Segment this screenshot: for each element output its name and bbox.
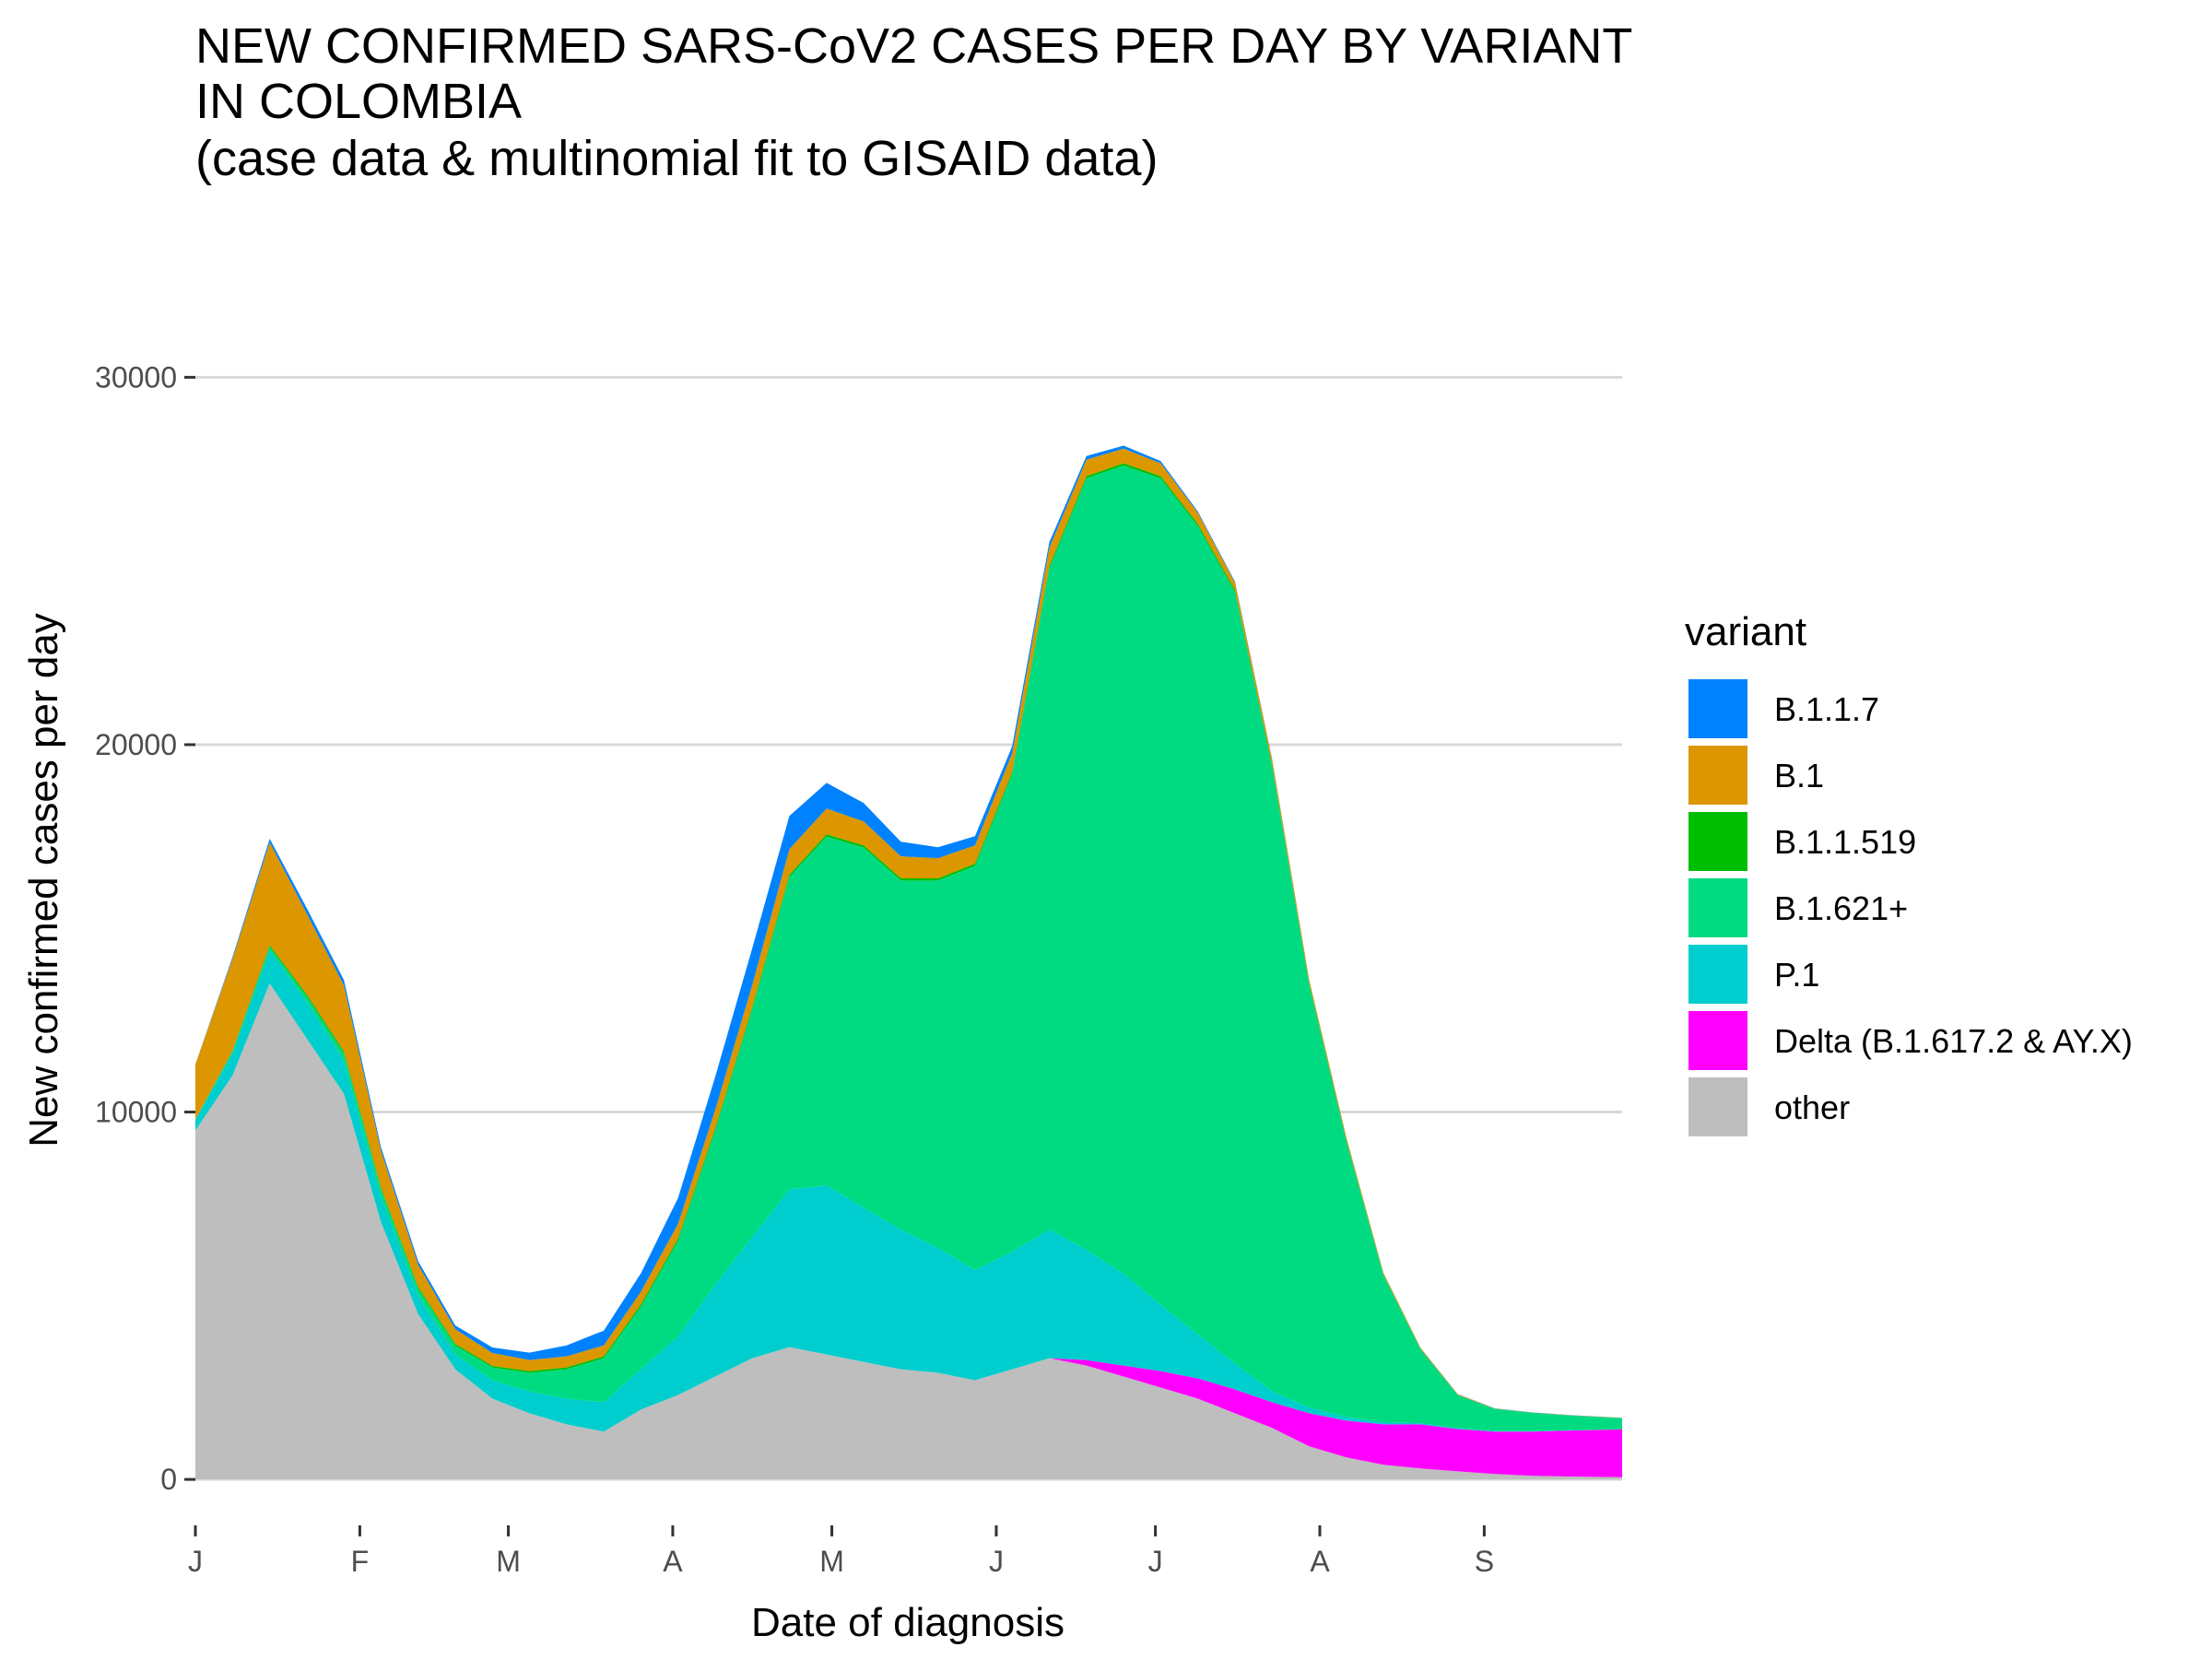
y-tick-label: 20000 — [95, 728, 177, 761]
area-series-b-1-621 — [195, 465, 1622, 1431]
x-tick-label: M — [819, 1545, 844, 1578]
stacked-areas — [195, 445, 1622, 1480]
legend-label-delta-b-1-617-2-ay-x: Delta (B.1.617.2 & AY.X) — [1774, 1022, 2133, 1060]
x-axis-title: Date of diagnosis — [751, 1600, 1065, 1645]
y-axis: 0 10000 20000 30000 — [95, 360, 195, 1496]
legend-key-b-1 — [1688, 746, 1747, 805]
gridlines — [195, 375, 1622, 1481]
x-tick-label: A — [663, 1545, 683, 1578]
legend-key-other — [1688, 1077, 1747, 1136]
y-tick-label: 0 — [160, 1463, 177, 1496]
legend-key-delta-b-1-617-2-ay-x — [1688, 1011, 1747, 1070]
legend: B.1.1.7 B.1 B.1.1.519 B.1.621+ P.1 Delta (B.1… — [1688, 679, 2133, 1136]
area-series-p-1 — [195, 950, 1622, 1432]
x-tick-label: M — [496, 1545, 521, 1578]
legend-title: variant — [1685, 609, 1806, 654]
legend-label-b-1-1-519: B.1.1.519 — [1774, 823, 1916, 861]
chart-title-line-2: IN COLOMBIA — [195, 74, 523, 129]
x-tick-label: A — [1310, 1545, 1330, 1578]
chart-title-line-1: NEW CONFIRMED SARS-CoV2 CASES PER DAY BY… — [195, 18, 1633, 74]
chart-title-line-3: (case data & multinomial fit to GISAID d… — [195, 131, 1159, 186]
y-tick-label: 30000 — [95, 360, 177, 394]
legend-key-p-1 — [1688, 945, 1747, 1004]
x-tick-label: J — [989, 1545, 1004, 1578]
y-axis-title: New confirmed cases per day — [21, 613, 66, 1147]
x-tick-label: J — [1148, 1545, 1163, 1578]
legend-label-p-1: P.1 — [1774, 956, 1819, 994]
legend-label-other: other — [1774, 1088, 1850, 1126]
legend-label-b-1: B.1 — [1774, 757, 1824, 794]
legend-label-b-1-621: B.1.621+ — [1774, 889, 1908, 927]
x-tick-label: S — [1475, 1545, 1494, 1578]
legend-key-b-1-1-7 — [1688, 679, 1747, 738]
x-tick-label: F — [351, 1545, 370, 1578]
legend-key-b-1-1-519 — [1688, 812, 1747, 871]
y-tick-label: 10000 — [95, 1096, 177, 1129]
legend-label-b-1-1-7: B.1.1.7 — [1774, 690, 1879, 728]
legend-key-b-1-621 — [1688, 878, 1747, 937]
x-tick-label: J — [188, 1545, 203, 1578]
area-series-other — [195, 983, 1622, 1480]
